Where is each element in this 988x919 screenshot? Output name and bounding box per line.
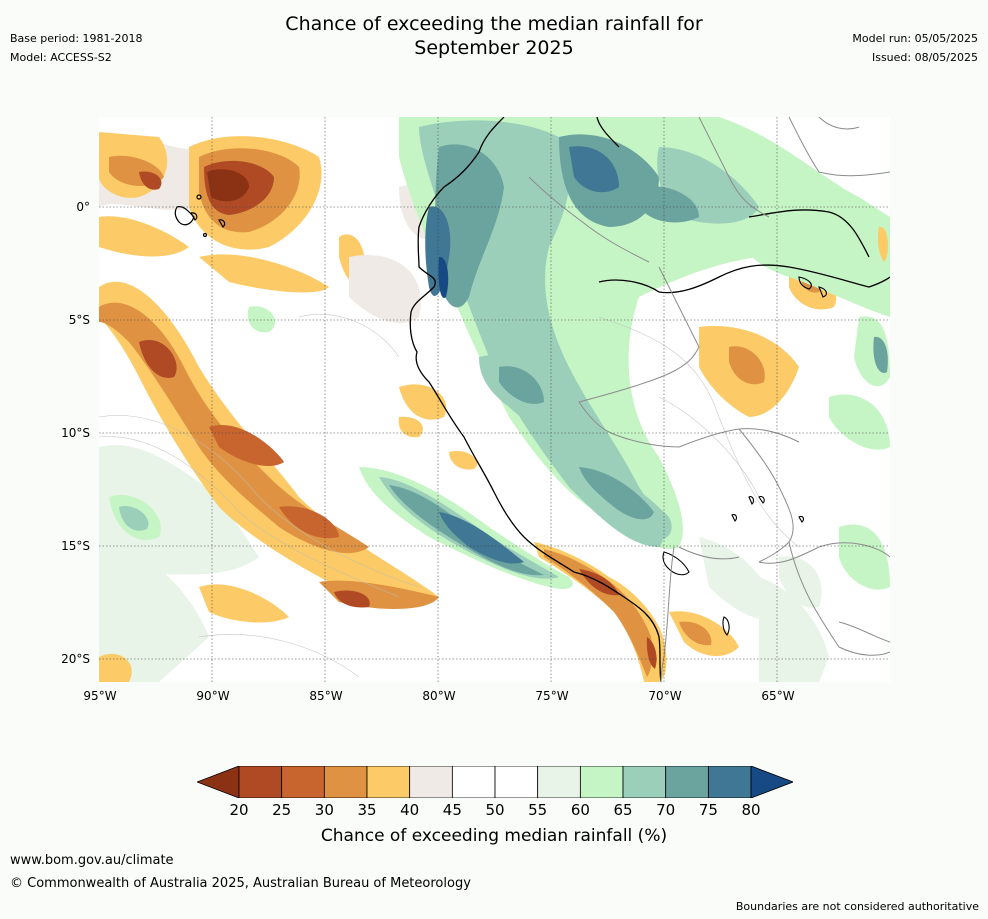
colorbar-cell [409,766,453,798]
colorbar-tick-label: 65 [613,801,633,819]
contour-lines [99,314,800,678]
colorbar-tick-label: 55 [528,801,548,819]
colorbar-tick-label: 40 [400,801,420,819]
colorbar-cell [451,766,496,798]
title-line-2: September 2025 [414,37,574,59]
copyright-notice: © Commonwealth of Australia 2025, Austra… [10,876,471,891]
lon-label-80w: 80°W [422,689,456,703]
colorbar-tick-label: 50 [485,801,505,819]
colorbar-tick-label: 60 [570,801,590,819]
lon-label-75w: 75°W [535,689,569,703]
boundary-disclaimer: Boundaries are not considered authoritat… [735,900,979,913]
colorbar-tick-label: 45 [442,801,462,819]
map-svg [99,117,890,682]
model-name: Model: ACCESS-S2 [10,51,112,64]
meta-left: Base period: 1981-2018 Model: ACCESS-S2 [10,32,142,70]
title-line-1: Chance of exceeding the median rainfall … [285,13,703,35]
lon-label-85w: 85°W [309,689,343,703]
lon-label-90w: 90°W [196,689,230,703]
graticule [99,117,890,682]
meta-right: Model run: 05/05/2025 Issued: 08/05/2025 [852,32,978,70]
lat-label-10s: 10°S [61,426,90,440]
colorbar-cell [238,766,283,798]
lakes [662,276,828,636]
base-period: Base period: 1981-2018 [10,32,143,45]
model-run: Model run: 05/05/2025 [852,32,978,45]
lat-label-0: 0° [76,200,90,214]
colorbar-tick-label: 80 [741,801,761,819]
colorbar-cell [323,766,368,798]
colorbar-cell [494,766,539,798]
lat-label-5s: 5°S [68,313,90,327]
colorbar-cell [281,766,325,798]
lat-label-15s: 15°S [61,539,90,553]
colorbar-title: Chance of exceeding median rainfall (%) [320,826,668,846]
colorbar-cell [665,766,709,798]
colorbar-tick-label: 35 [357,801,377,819]
colorbar-cell [707,766,752,798]
map-panel [99,117,890,682]
country-borders [528,117,890,682]
website-url: www.bom.gov.au/climate [10,853,174,868]
galapagos-islands [174,194,226,238]
colorbar-tick-label: 20 [229,801,249,819]
lon-label-70w: 70°W [648,689,682,703]
lon-label-95w: 95°W [83,689,117,703]
colorbar-extend-high [750,766,793,798]
colorbar [197,766,793,798]
colorbar-tick-label: 25 [272,801,292,819]
issued-date: Issued: 08/05/2025 [871,51,978,64]
lon-label-65w: 65°W [761,689,795,703]
colorbar-cell [579,766,624,798]
coastline [409,117,890,682]
lat-label-20s: 20°S [61,652,90,666]
colorbar-cell [622,766,667,798]
colorbar-cell [537,766,581,798]
probability-field [99,117,890,682]
colorbar-tick-label: 75 [698,801,718,819]
colorbar-extend-low [197,766,240,798]
colorbar-tick-label: 30 [314,801,334,819]
map-title: Chance of exceeding the median rainfall … [0,12,988,60]
colorbar-cell [366,766,411,798]
colorbar-tick-label: 70 [656,801,676,819]
